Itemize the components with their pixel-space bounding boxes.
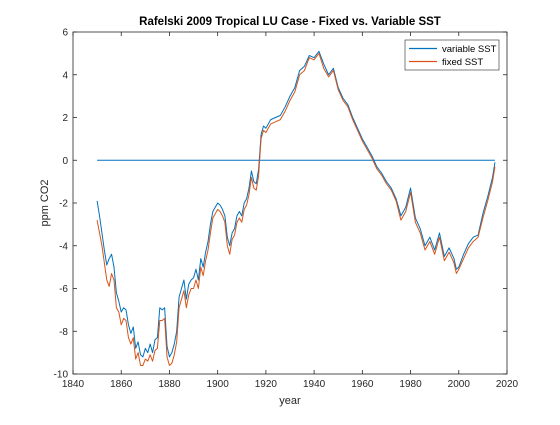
legend-label-fixed-sst: fixed SST (442, 57, 483, 68)
y-tick-label: 4 (62, 70, 68, 81)
y-tick-label: -6 (59, 284, 68, 295)
x-tick-label: 1860 (110, 379, 133, 390)
y-tick-label: 6 (62, 28, 68, 39)
plot-area (73, 32, 507, 374)
y-axis-label: ppm CO2 (39, 179, 51, 226)
x-tick-label: 1920 (255, 379, 278, 390)
x-tick-label: 1840 (62, 379, 85, 390)
x-tick-label: 2000 (448, 379, 471, 390)
y-tick-label: 0 (62, 156, 68, 167)
x-tick-label: 1900 (207, 379, 230, 390)
x-tick-label: 2020 (496, 379, 519, 390)
x-axis-label: year (279, 395, 301, 407)
x-tick-label: 1960 (351, 379, 374, 390)
legend-label-variable-sst: variable SST (442, 44, 497, 55)
y-tick-label: -8 (59, 327, 68, 338)
x-tick-label: 1880 (158, 379, 181, 390)
y-tick-label: -2 (59, 199, 68, 210)
x-tick-label: 1980 (399, 379, 422, 390)
x-tick-label: 1940 (303, 379, 326, 390)
chart-title: Rafelski 2009 Tropical LU Case - Fixed v… (139, 16, 441, 28)
y-tick-label: -4 (59, 241, 68, 252)
legend: variable SST fixed SST (405, 40, 499, 70)
y-tick-label: 2 (62, 113, 68, 124)
y-tick-label: -10 (54, 370, 69, 381)
